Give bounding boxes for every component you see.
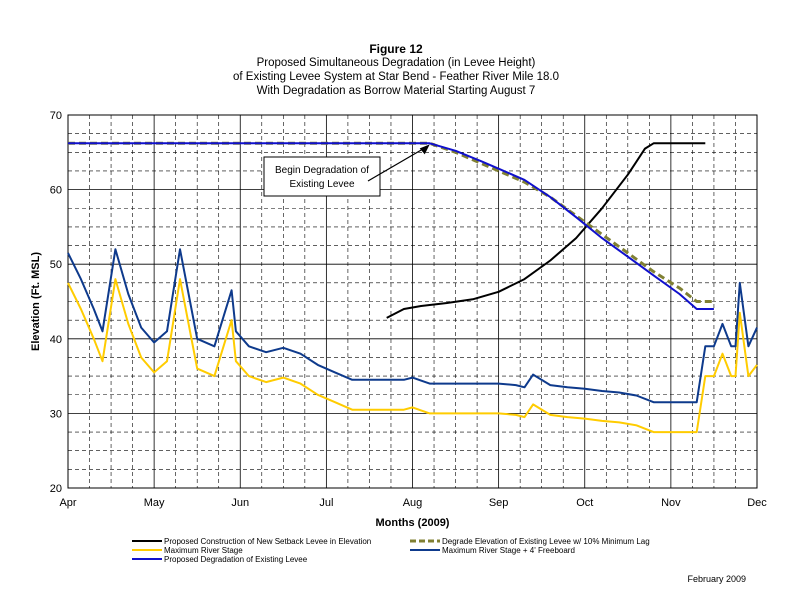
y-tick-label: 70 bbox=[50, 110, 62, 122]
annotation-arrow-head bbox=[419, 144, 430, 155]
chart-title-block: Figure 12 Proposed Simultaneous Degradat… bbox=[0, 42, 792, 98]
chart-title: Figure 12 bbox=[369, 42, 423, 56]
legend-label-4: Maximum River Stage + 4' Freeboard bbox=[442, 546, 575, 555]
y-tick-label: 20 bbox=[50, 483, 62, 495]
x-tick-label: Oct bbox=[576, 497, 593, 509]
x-axis-label: Months (2009) bbox=[376, 517, 450, 529]
y-tick-label: 30 bbox=[50, 408, 62, 420]
annotation-text-line-1: Begin Degradation of bbox=[275, 165, 369, 176]
series-line-4 bbox=[67, 248, 758, 404]
x-tick-label: Jul bbox=[319, 497, 333, 509]
annotation-box bbox=[263, 156, 381, 197]
y-tick-label: 50 bbox=[50, 259, 62, 271]
series-line-3 bbox=[67, 278, 758, 434]
legend-label-3: Maximum River Stage bbox=[164, 546, 243, 555]
x-tick-label: Nov bbox=[661, 497, 681, 509]
x-tick-label: Sep bbox=[489, 497, 509, 509]
x-tick-label: Dec bbox=[747, 497, 767, 509]
annotation-arrow-line bbox=[367, 146, 427, 182]
legend-label-5: Proposed Degradation of Existing Levee bbox=[164, 555, 308, 564]
chart-subtitle-line-2: of Existing Levee System at Star Bend - … bbox=[233, 71, 559, 83]
x-tick-label: May bbox=[144, 497, 165, 509]
series-line-5 bbox=[68, 142, 714, 310]
series-line-2 bbox=[68, 141, 714, 303]
x-tick-label: Jun bbox=[231, 497, 249, 509]
legend-label-2: Degrade Elevation of Existing Levee w/ 1… bbox=[442, 537, 650, 546]
chart-subtitle-line-1: Proposed Simultaneous Degradation (in Le… bbox=[256, 57, 536, 69]
plot-frame bbox=[67, 114, 758, 489]
annotation-text-line-2: Existing Levee bbox=[289, 179, 354, 190]
footer-date: February 2009 bbox=[687, 574, 746, 584]
legend-label-1: Proposed Construction of New Setback Lev… bbox=[164, 537, 371, 546]
y-axis-label: Elevation (Ft. MSL) bbox=[30, 252, 42, 351]
y-tick-label: 40 bbox=[50, 334, 62, 346]
y-tick-label: 60 bbox=[50, 185, 62, 197]
chart-subtitle-line-3: With Degradation as Borrow Material Star… bbox=[256, 85, 536, 97]
x-tick-label: Aug bbox=[403, 497, 423, 509]
x-tick-label: Apr bbox=[59, 497, 76, 509]
series-line-1 bbox=[386, 142, 706, 319]
